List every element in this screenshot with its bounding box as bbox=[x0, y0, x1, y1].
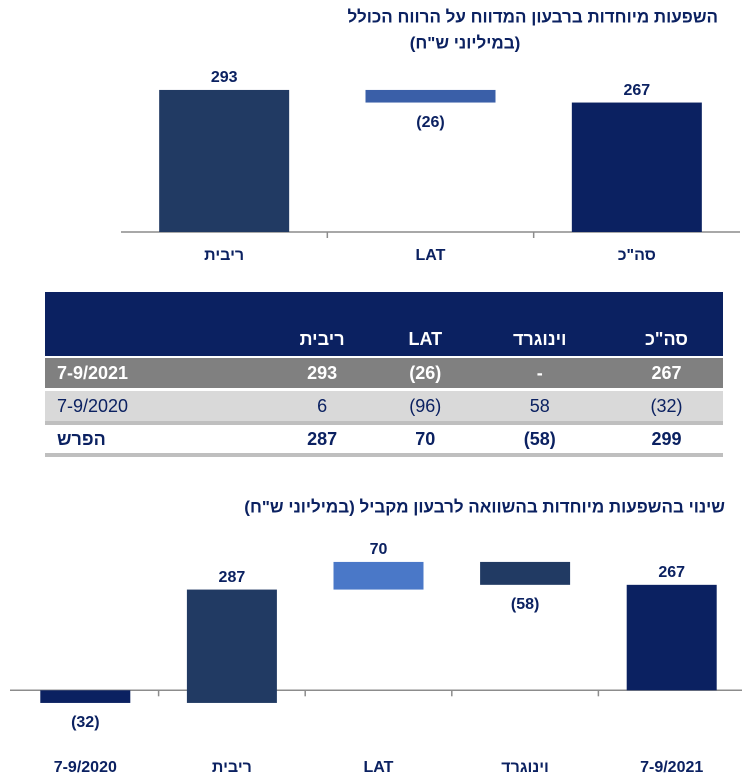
bar bbox=[480, 561, 571, 585]
table-cell: 287 bbox=[263, 421, 382, 457]
table-cell: (32) bbox=[609, 388, 723, 423]
table-cell: (26) bbox=[381, 356, 470, 390]
header-cell: LAT bbox=[381, 292, 470, 357]
category-label: וינוגרד bbox=[501, 759, 549, 776]
table-cell: 58 bbox=[469, 388, 610, 423]
table-cell: (58) bbox=[469, 421, 610, 457]
table-row: 267- (26) 293 7-9/2021 bbox=[45, 356, 723, 390]
bar bbox=[186, 589, 277, 703]
table-cell: 70 bbox=[381, 421, 470, 457]
bar bbox=[571, 102, 702, 232]
bar bbox=[159, 89, 290, 232]
value-label: (32) bbox=[71, 714, 99, 731]
table-cell: 267 bbox=[609, 356, 723, 390]
header-cell: ריבית bbox=[263, 292, 382, 357]
value-label: 70 bbox=[370, 541, 388, 558]
chart-title: השפעות מיוחדות ברבעון המדווח על הרווח הכ… bbox=[347, 7, 718, 26]
table-row: 299 (58) 70 287 הפרש bbox=[45, 421, 723, 457]
data-table: סה"כ וינוגרד LAT ריבית 267- (26) 293 7-9/20… bbox=[45, 292, 723, 457]
value-label: 267 bbox=[623, 82, 650, 99]
category-label: ריבית bbox=[212, 759, 252, 776]
chart-subtitle: (במיליוני ש"ח) bbox=[410, 33, 521, 52]
value-label: 267 bbox=[658, 564, 685, 581]
category-label: ריבית bbox=[204, 247, 244, 264]
bar bbox=[365, 89, 496, 103]
category-label: 7-9/2021 bbox=[640, 759, 703, 776]
table-cell: 293 bbox=[263, 356, 382, 390]
category-label: LAT bbox=[364, 759, 394, 776]
category-label: 7-9/2020 bbox=[54, 759, 117, 776]
header-row: סה"כ וינוגרד LAT ריבית bbox=[45, 292, 723, 357]
chart-title: שינוי בהשפעות מיוחדות בהשוואה לרבעון מקב… bbox=[244, 497, 725, 516]
value-label: (58) bbox=[511, 596, 539, 613]
bar bbox=[333, 561, 424, 590]
bar bbox=[626, 584, 717, 691]
row-label: הפרש bbox=[45, 421, 264, 457]
header-cell bbox=[45, 292, 264, 357]
table-body: 267- (26) 293 7-9/2021 (32) 58 (96) 6 7-9/2020 29… bbox=[45, 356, 723, 457]
row-label: 7-9/2020 bbox=[45, 388, 264, 423]
table-cell: 6 bbox=[263, 388, 382, 423]
row-label: 7-9/2021 bbox=[45, 356, 264, 390]
header-cell: וינוגרד bbox=[469, 292, 610, 357]
table-cell: 299 bbox=[609, 421, 723, 457]
table-cell: (96) bbox=[381, 388, 470, 423]
table-row: (32) 58 (96) 6 7-9/2020 bbox=[45, 388, 723, 423]
value-label: (26) bbox=[416, 114, 444, 131]
category-label: LAT bbox=[416, 247, 446, 264]
category-label: סה"כ bbox=[618, 247, 656, 264]
table-cell: - bbox=[469, 356, 610, 390]
header-cell: סה"כ bbox=[609, 292, 723, 357]
value-label: 287 bbox=[219, 569, 246, 586]
value-label: 293 bbox=[211, 69, 238, 86]
bar bbox=[40, 690, 131, 703]
